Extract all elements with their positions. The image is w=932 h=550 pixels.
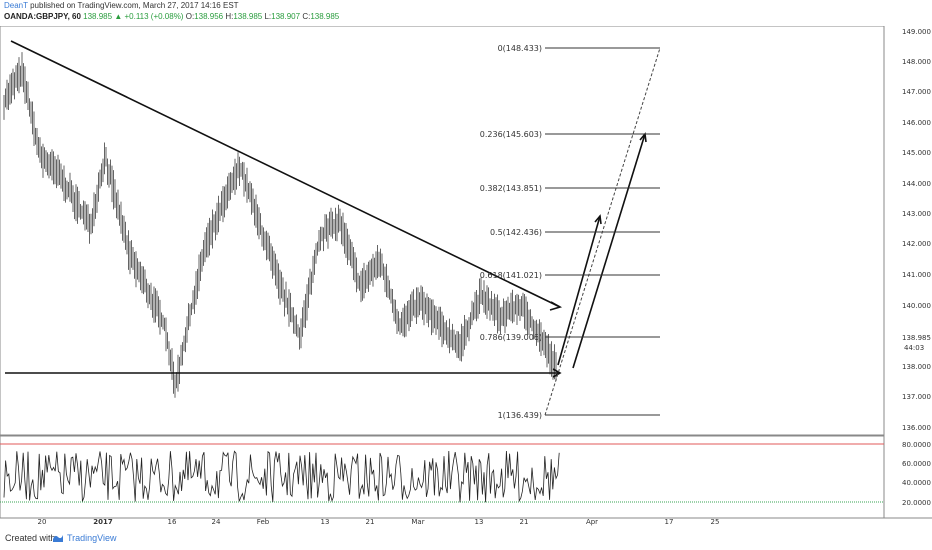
low-label: L: <box>264 12 272 21</box>
fib-level-label: 0.382(143.851) <box>480 184 542 193</box>
price-tick: 145.000 <box>902 149 931 157</box>
support-arrowhead <box>552 368 562 378</box>
author-link[interactable]: DeanT <box>4 1 28 10</box>
high-label: H: <box>225 12 234 21</box>
price-candles <box>3 52 557 398</box>
time-tick: 17 <box>665 518 674 526</box>
price-tick: 141.000 <box>902 271 931 279</box>
rsi-pane[interactable] <box>0 435 885 519</box>
low-value: 138.907 <box>271 12 301 21</box>
rsi-line <box>3 450 560 503</box>
price-tick: 137.000 <box>902 393 931 401</box>
fib-level-label: 0.236(145.603) <box>480 130 542 139</box>
symbol-label: OANDA:GBPJPY, 60 <box>4 12 81 21</box>
price-tick: 148.000 <box>902 58 931 66</box>
time-tick: 13 <box>475 518 484 526</box>
projection-arrow-1[interactable] <box>557 215 601 366</box>
descending-trendline[interactable] <box>10 40 561 308</box>
tradingview-logo-icon <box>53 535 63 542</box>
up-arrow-icon: ▲ <box>114 12 123 21</box>
high-value: 138.985 <box>233 12 263 21</box>
price-tick: 140.000 <box>902 302 931 310</box>
projection-arrow-1-head <box>594 214 602 225</box>
time-tick: Apr <box>586 518 598 526</box>
trendline-arrowhead <box>549 301 563 311</box>
close-label: C: <box>302 12 311 21</box>
time-tick: Feb <box>257 518 270 526</box>
time-tick: 21 <box>520 518 529 526</box>
open-value: 138.956 <box>194 12 224 21</box>
rsi-axis[interactable]: 80.0000 60.0000 40.0000 20.0000 <box>902 441 931 507</box>
time-tick: 25 <box>711 518 720 526</box>
price-tick: 147.000 <box>902 88 931 96</box>
rsi-tick: 80.0000 <box>902 441 931 449</box>
chart-header: DeanT published on TradingView.com, Marc… <box>4 0 884 26</box>
time-tick: 13 <box>321 518 330 526</box>
published-text: published on TradingView.com, March 27, … <box>30 1 239 10</box>
price-tick: 149.000 <box>902 28 931 36</box>
last-price: 138.985 <box>83 12 113 21</box>
rsi-tick: 60.0000 <box>902 460 931 468</box>
price-tick: 136.000 <box>902 424 931 432</box>
time-tick: Mar <box>411 518 424 526</box>
created-with-text: Created with <box>5 533 56 543</box>
open-label: O: <box>185 12 195 21</box>
fib-level-label: 0.786(139.006) <box>480 333 542 342</box>
close-value: 138.985 <box>310 12 340 21</box>
fib-level-label: 1(136.439) <box>498 411 542 420</box>
chart-area[interactable]: 0(148.433) 0.236(145.603) 0.382(143.851)… <box>0 25 932 526</box>
price-tick: 144.000 <box>902 180 931 188</box>
time-tick: 20 <box>38 518 47 526</box>
price-tick: 143.000 <box>902 210 931 218</box>
price-tick: 138.000 <box>902 363 931 371</box>
time-tick: 2017 <box>93 518 113 526</box>
fib-level-label: 0.618(141.021) <box>480 271 542 280</box>
time-tick: 16 <box>168 518 177 526</box>
footer: Created with TradingView <box>0 526 932 550</box>
projection-arrow-2[interactable] <box>572 133 646 369</box>
current-price-label: 138.985 <box>902 334 931 342</box>
rsi-tick: 40.0000 <box>902 479 931 487</box>
fib-level-label: 0(148.433) <box>498 44 542 53</box>
price-axis[interactable]: 149.000 148.000 147.000 146.000 145.000 … <box>902 28 931 432</box>
price-change: +0.113 (+0.08%) <box>124 12 184 21</box>
time-tick: 24 <box>212 518 221 526</box>
ohlc-legend: OANDA:GBPJPY, 60 138.985 ▲ +0.113 (+0.08… <box>4 11 884 22</box>
rsi-tick: 20.0000 <box>902 499 931 507</box>
price-tick: 142.000 <box>902 240 931 248</box>
publish-info: DeanT published on TradingView.com, Marc… <box>4 0 884 11</box>
time-axis[interactable]: 20 2017 16 24 Feb 13 21 Mar 13 21 Apr 17… <box>38 518 720 526</box>
fib-level-label: 0.5(142.436) <box>490 228 542 237</box>
bar-countdown: 44:03 <box>904 344 924 352</box>
tradingview-brand-link[interactable]: TradingView <box>67 533 117 543</box>
price-tick: 146.000 <box>902 119 931 127</box>
time-tick: 21 <box>366 518 375 526</box>
